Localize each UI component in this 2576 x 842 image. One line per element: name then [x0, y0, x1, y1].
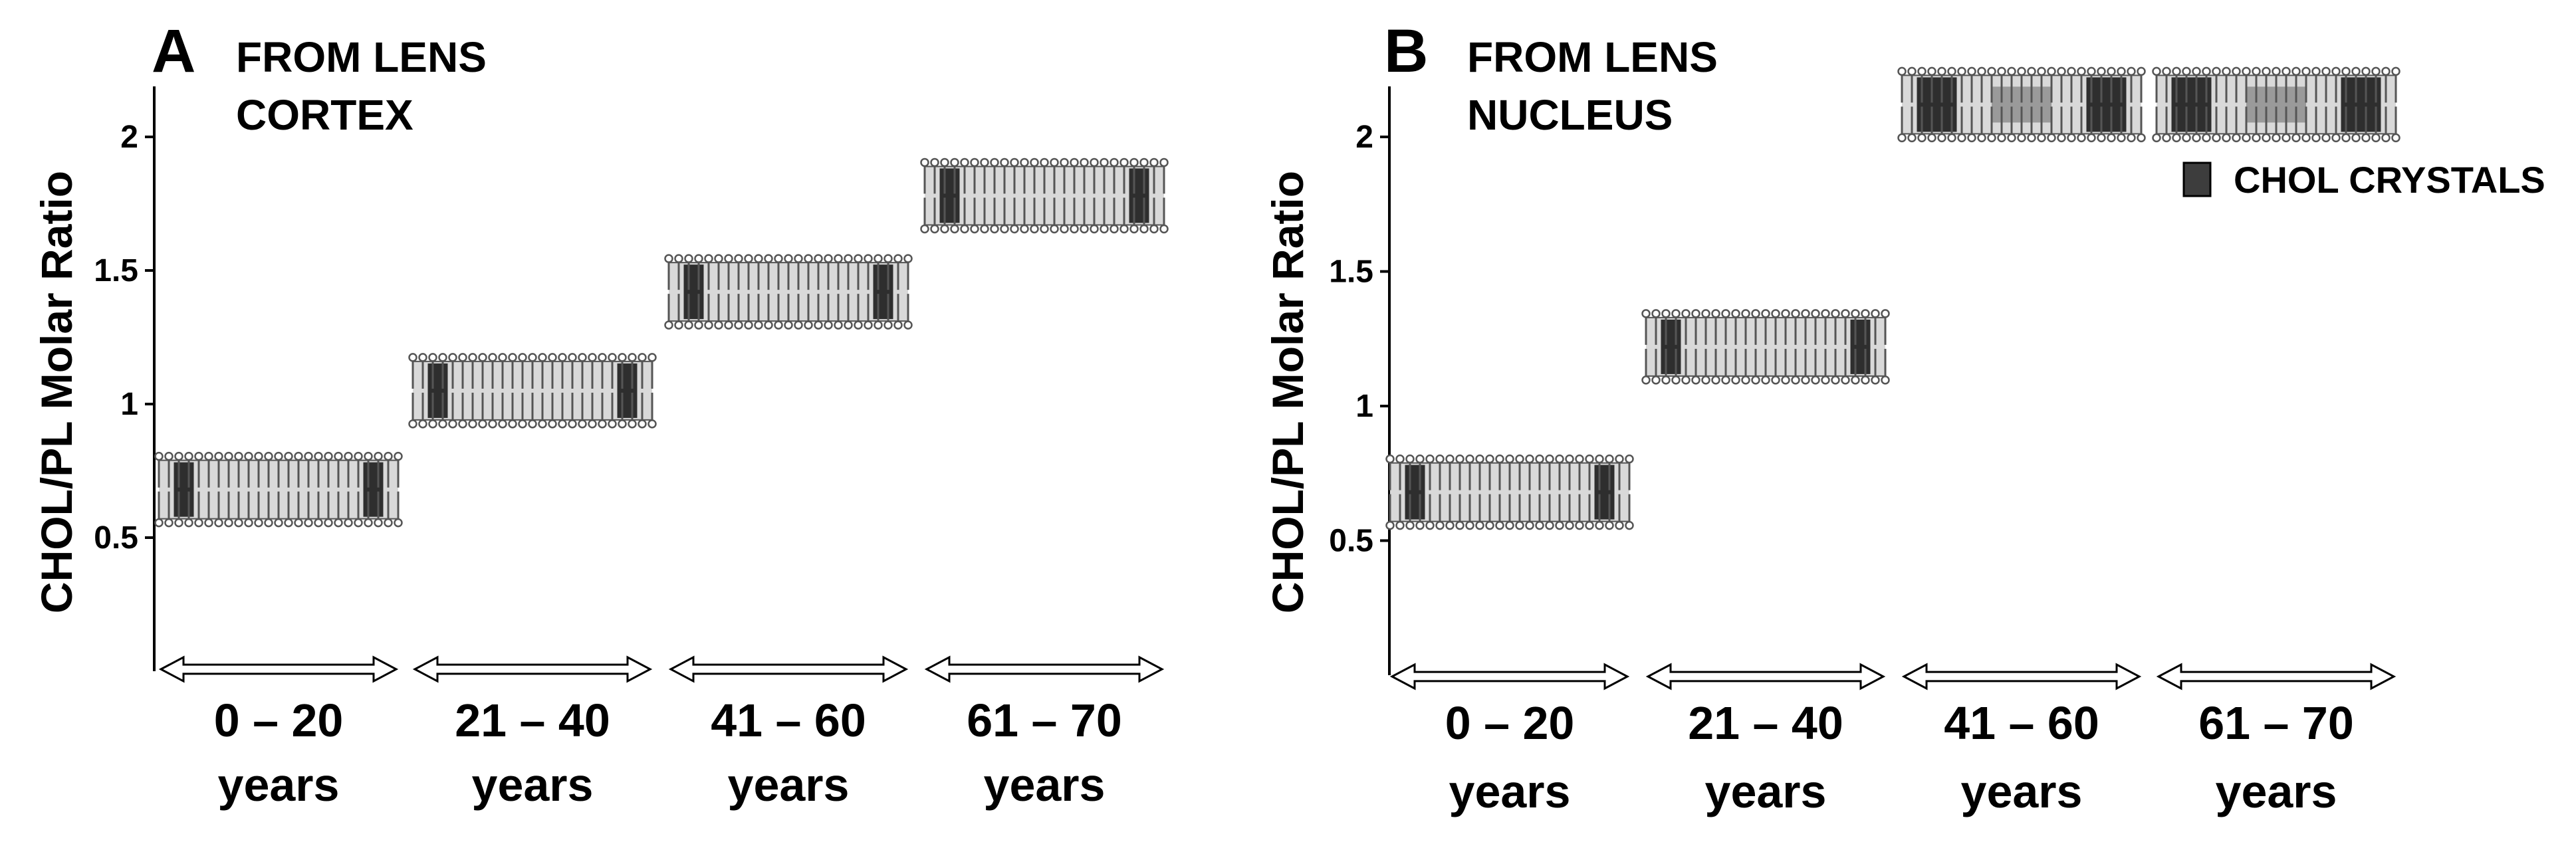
legend-swatch-chol-crystals — [2182, 161, 2212, 197]
panel-a-x-label-1-years: years — [472, 759, 594, 811]
panel-b-x-arrow-2 — [1901, 663, 2142, 690]
panel-b-bar-3 — [2152, 66, 2400, 143]
panel-b-x-label-3-years: years — [2216, 766, 2337, 817]
panel-b-x-label-2-years: years — [1961, 766, 2083, 817]
panel-a-x-arrow-1 — [412, 655, 653, 683]
panel-a-x-label-0-years: years — [218, 759, 340, 811]
panel-b-x-label-1-range: 21 – 40 — [1688, 697, 1843, 749]
panel-b-bar-1 — [1641, 309, 1890, 385]
panel-b-title-line-1: FROM LENS — [1467, 33, 1718, 81]
panel-a-x-arrow-3 — [924, 655, 1165, 683]
panel-a-x-label-3-range: 61 – 70 — [967, 694, 1122, 746]
panel-a-y-tick-label-2: 1.5 — [94, 253, 138, 288]
panel-a-x-arrow-0 — [158, 655, 399, 683]
panel-a-y-tick-label-1: 1 — [120, 387, 138, 422]
panel-b-x-labels: 0 – 20 years 21 – 40 years 41 – 60 years 61 – … — [1445, 697, 2354, 817]
panel-b-x-label-0-years: years — [1449, 766, 1571, 817]
panel-a-y-tick-label-3: 2 — [120, 120, 138, 155]
panel-b-y-ticks: 0.5 1 1.5 2 — [1329, 120, 1389, 559]
panel-b-bar-0 — [1385, 454, 1634, 530]
panel-a-y-axis-label: CHOL/PL Molar Ratio — [32, 171, 81, 613]
panel-a-bars — [154, 158, 1169, 528]
panel-b-x-label-3-range: 61 – 70 — [2198, 697, 2354, 749]
panel-a-x-label-2-years: years — [728, 759, 850, 811]
panel-a-y-ticks: 0.5 1 1.5 2 — [94, 120, 154, 556]
panel-a-x-label-1-range: 21 – 40 — [455, 694, 610, 746]
panel-a: A FROM LENS CORTEX CHOL/PL Molar Ratio 0… — [32, 17, 1169, 811]
panel-b-x-arrow-3 — [2156, 663, 2397, 690]
panel-b-y-tick-label-0: 0.5 — [1329, 524, 1373, 559]
panel-b-bar-2 — [1897, 66, 2146, 143]
panel-a-x-arrows — [158, 655, 1165, 683]
panel-b-y-axis-label: CHOL/PL Molar Ratio — [1263, 171, 1312, 613]
panel-b-x-arrow-0 — [1389, 663, 1630, 690]
panel-b-x-arrows — [1389, 663, 2397, 690]
panel-b-x-label-1-years: years — [1705, 766, 1827, 817]
panel-b-x-label-2-range: 41 – 60 — [1944, 697, 2099, 749]
panel-a-title-line-2: CORTEX — [236, 91, 413, 139]
panel-b-y-tick-label-1: 1 — [1355, 389, 1373, 424]
legend-label-chol-crystals: CHOL CRYSTALS — [2234, 159, 2545, 201]
panel-a-bar-2 — [664, 254, 913, 330]
panel-a-bar-1 — [408, 353, 657, 429]
panel-a-x-arrow-2 — [668, 655, 909, 683]
panel-letter-a: A — [152, 17, 195, 85]
panel-a-y-tick-label-0: 0.5 — [94, 520, 138, 556]
panel-b-y-tick-label-3: 2 — [1355, 120, 1373, 155]
panel-b: B FROM LENS NUCLEUS CHOL/PL Molar Ratio … — [1263, 17, 2545, 817]
panel-a-x-label-0-range: 0 – 20 — [214, 694, 344, 746]
panel-b-x-label-0-range: 0 – 20 — [1445, 697, 1575, 749]
legend: CHOL CRYSTALS — [2182, 159, 2545, 201]
panel-b-y-tick-label-2: 1.5 — [1329, 255, 1373, 290]
panel-a-x-label-3-years: years — [984, 759, 1106, 811]
panel-a-bar-3 — [920, 158, 1169, 234]
panel-a-title-line-1: FROM LENS — [236, 33, 487, 81]
panel-letter-b: B — [1384, 17, 1428, 85]
panel-b-x-arrow-1 — [1645, 663, 1886, 690]
panel-a-x-labels: 0 – 20 years 21 – 40 years 41 – 60 years 61 – … — [214, 694, 1122, 811]
panel-b-title-line-2: NUCLEUS — [1467, 91, 1673, 139]
panel-a-bar-0 — [154, 451, 403, 528]
panel-b-bars — [1385, 66, 2400, 530]
panel-a-x-label-2-range: 41 – 60 — [711, 694, 866, 746]
